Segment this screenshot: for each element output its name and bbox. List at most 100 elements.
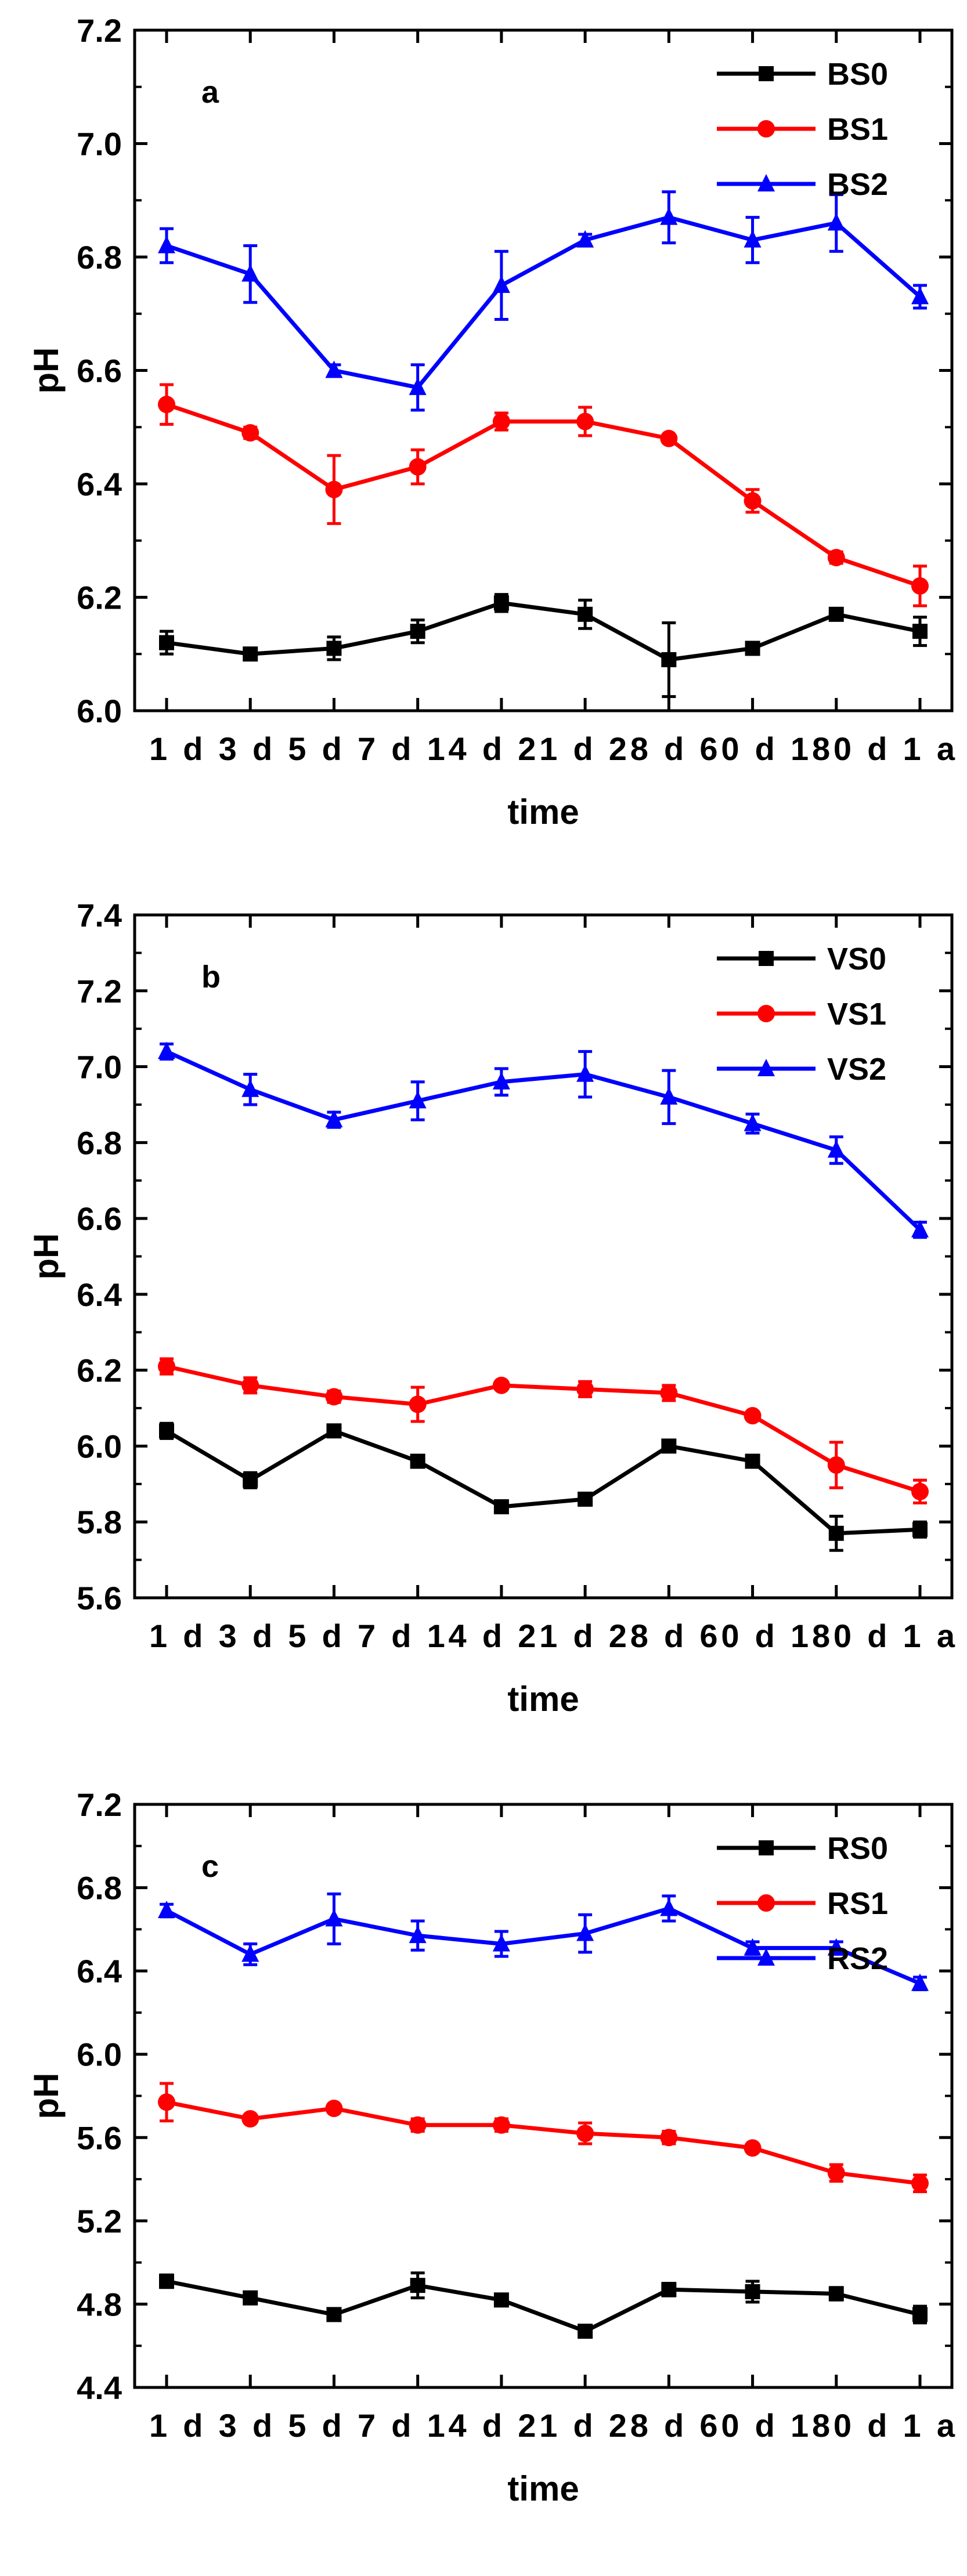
- x-tick-label: 1 d: [149, 730, 203, 767]
- y-tick-label: 6.0: [77, 693, 122, 729]
- y-tick-label: 6.8: [77, 1870, 122, 1906]
- data-point-VS0: [493, 1499, 509, 1515]
- panel-label: c: [201, 1849, 219, 1884]
- data-point-VS2: [409, 1091, 427, 1109]
- x-tick-label: 7 d: [358, 2407, 412, 2444]
- series-line-VS0: [165, 1428, 921, 1536]
- chart-panel-c: 4.4 4.8 5.2 5.6 6.0 6.4 6.8 7.2 1 d 3 d 5 d 7 d …: [27, 1786, 955, 2508]
- x-tick-label: 60 d: [699, 2407, 774, 2444]
- data-point-BS1: [744, 492, 762, 510]
- data-point-VS2: [827, 1140, 845, 1158]
- data-point-RS0: [912, 2307, 928, 2322]
- series-line-RS2: [165, 1906, 921, 1985]
- x-tick-label: 21 d: [518, 2407, 593, 2444]
- data-point-VS2: [325, 1110, 343, 1128]
- data-point-VS2: [911, 1220, 929, 1238]
- data-point-BS2: [911, 287, 929, 305]
- y-tick-label: 6.2: [77, 580, 122, 616]
- data-point-RS1: [409, 2116, 427, 2134]
- y-tick-label: 6.4: [77, 466, 122, 502]
- data-point-BS2: [744, 230, 762, 248]
- data-point-BS0: [661, 652, 677, 668]
- x-tick-label: 28 d: [609, 2407, 684, 2444]
- series-line-BS1: [165, 402, 921, 588]
- data-point-VS1: [325, 1388, 343, 1406]
- series-RS1: [158, 2082, 929, 2194]
- legend-item-RS0: RS0: [717, 1831, 888, 1866]
- data-point-VS0: [326, 1423, 342, 1439]
- legend-marker-VS0: [759, 951, 774, 966]
- x-tick-label: 1 d: [149, 1618, 203, 1654]
- x-tick-label: 7 d: [358, 730, 412, 767]
- legend-label: BS2: [827, 167, 888, 202]
- data-point-RS2: [660, 1898, 678, 1916]
- x-axis-label: time: [507, 2469, 579, 2508]
- x-tick-labels: 1 d 3 d 5 d 7 d 14 d 21 d 28 d 60 d 180 …: [149, 2407, 955, 2444]
- data-point-BS2: [660, 207, 678, 225]
- data-point-BS1: [576, 413, 594, 430]
- data-point-VS1: [911, 1482, 929, 1500]
- data-point-BS1: [409, 458, 427, 476]
- x-tick-label: 21 d: [518, 1618, 593, 1654]
- legend-label: VS2: [827, 1052, 886, 1087]
- x-axis-label: time: [507, 1680, 579, 1718]
- legend-label: VS0: [827, 942, 886, 976]
- series-RS2: [158, 1892, 929, 1991]
- legend-label: VS1: [827, 997, 886, 1032]
- y-axis-label: pH: [27, 348, 66, 394]
- data-point-VS0: [661, 1438, 677, 1454]
- legend-item-BS0: BS0: [717, 57, 888, 92]
- data-point-BS1: [158, 396, 175, 414]
- data-point-BS2: [409, 377, 427, 395]
- data-point-VS0: [912, 1522, 928, 1537]
- data-point-RS1: [744, 2139, 762, 2157]
- data-point-BS0: [159, 635, 174, 650]
- x-tick-label: 5 d: [288, 2407, 342, 2444]
- x-tick-label: 3 d: [219, 730, 273, 767]
- legend-item-RS2: RS2: [717, 1941, 888, 1976]
- data-point-VS0: [410, 1453, 425, 1469]
- y-axis-label: pH: [27, 1233, 66, 1280]
- y-tick-label: 5.8: [77, 1504, 122, 1540]
- y-tick-label: 6.4: [77, 1276, 122, 1313]
- data-point-RS0: [159, 2273, 174, 2289]
- x-tick-label: 1 a: [903, 730, 955, 767]
- series-VS2: [158, 1041, 929, 1239]
- data-point-VS1: [158, 1358, 175, 1376]
- y-tick-label: 7.0: [77, 126, 122, 162]
- data-point-BS1: [660, 429, 678, 447]
- x-tick-label: 1 a: [903, 2407, 955, 2444]
- data-point-BS2: [576, 230, 594, 248]
- x-tick-label: 7 d: [358, 1618, 412, 1654]
- data-point-VS1: [576, 1380, 594, 1398]
- data-point-BS1: [827, 549, 845, 567]
- data-point-VS1: [660, 1384, 678, 1402]
- data-point-VS1: [492, 1376, 510, 1394]
- legend-item-VS0: VS0: [717, 942, 886, 976]
- x-tick-label: 3 d: [219, 2407, 273, 2444]
- data-point-RS0: [410, 2278, 425, 2293]
- data-point-RS1: [660, 2129, 678, 2147]
- x-tick-label: 28 d: [609, 1618, 684, 1654]
- y-tick-label: 6.0: [77, 1428, 122, 1464]
- legend-marker-BS0: [759, 66, 774, 81]
- data-point-RS2: [827, 1938, 845, 1956]
- data-point-RS1: [576, 2125, 594, 2143]
- series-line-RS0: [166, 2279, 921, 2333]
- y-tick-label: 6.2: [77, 1352, 122, 1389]
- series-VS1: [158, 1357, 929, 1505]
- data-point-VS2: [241, 1079, 259, 1097]
- legend-item-BS2: BS2: [717, 167, 888, 202]
- data-point-RS0: [578, 2324, 593, 2339]
- data-point-BS2: [241, 264, 259, 282]
- y-tick-label: 6.0: [77, 2036, 122, 2073]
- data-point-RS0: [326, 2307, 342, 2322]
- data-point-VS0: [828, 1525, 844, 1541]
- y-tick-label: 7.2: [77, 12, 122, 49]
- x-tick-label: 60 d: [699, 1618, 774, 1654]
- data-point-RS2: [492, 1934, 510, 1952]
- x-tick-label: 1 a: [903, 1618, 955, 1654]
- data-point-BS2: [827, 213, 845, 231]
- data-point-VS0: [243, 1472, 258, 1488]
- data-point-BS0: [578, 606, 593, 622]
